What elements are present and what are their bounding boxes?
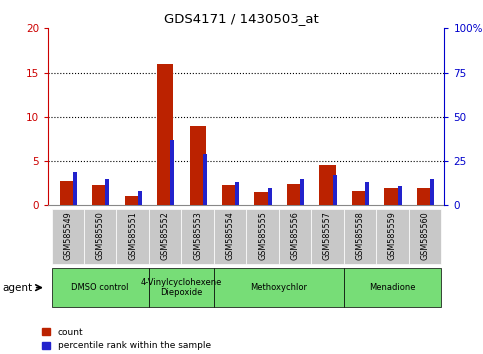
Bar	[409, 209, 441, 264]
Bar	[344, 268, 441, 307]
Bar	[214, 268, 344, 307]
Bar	[138, 191, 142, 205]
Bar	[52, 209, 84, 264]
Bar	[333, 175, 337, 205]
Bar	[84, 209, 116, 264]
Legend: count, percentile rank within the sample: count, percentile rank within the sample	[39, 324, 214, 354]
Bar	[214, 209, 246, 264]
Bar	[116, 209, 149, 264]
Bar	[149, 268, 214, 307]
Bar	[246, 209, 279, 264]
Bar	[255, 192, 270, 205]
Text: GSM585551: GSM585551	[128, 212, 137, 260]
Bar	[384, 188, 400, 205]
Text: GSM585557: GSM585557	[323, 212, 332, 261]
Bar	[170, 140, 174, 205]
Text: Methoxychlor: Methoxychlor	[250, 283, 307, 292]
Text: Menadione: Menadione	[369, 283, 416, 292]
Bar	[430, 179, 434, 205]
Text: GSM585555: GSM585555	[258, 212, 267, 261]
Bar	[287, 184, 303, 205]
Bar	[203, 154, 207, 205]
Bar	[60, 181, 76, 205]
Text: GSM585560: GSM585560	[420, 212, 429, 260]
Bar	[279, 209, 311, 264]
Bar	[52, 268, 149, 307]
Text: GSM585554: GSM585554	[226, 212, 235, 260]
Bar	[73, 172, 77, 205]
Bar	[268, 188, 271, 205]
Bar	[157, 64, 173, 205]
Bar	[125, 195, 141, 205]
Bar	[189, 126, 206, 205]
Text: agent: agent	[2, 282, 32, 293]
Bar	[222, 185, 238, 205]
Bar	[376, 209, 409, 264]
Text: GSM585550: GSM585550	[96, 212, 105, 260]
Bar	[365, 182, 369, 205]
Bar	[105, 179, 109, 205]
Bar	[319, 166, 336, 205]
Text: GSM585549: GSM585549	[63, 212, 72, 260]
Text: GSM585552: GSM585552	[161, 212, 170, 261]
Bar	[182, 209, 214, 264]
Bar	[417, 188, 433, 205]
Text: 4-Vinylcyclohexene
Diepoxide: 4-Vinylcyclohexene Diepoxide	[141, 278, 222, 297]
Text: GSM585556: GSM585556	[291, 212, 299, 260]
Bar	[235, 182, 239, 205]
Bar	[398, 186, 401, 205]
Bar	[311, 209, 344, 264]
Bar	[300, 179, 304, 205]
Text: GSM585553: GSM585553	[193, 212, 202, 260]
Text: DMSO control: DMSO control	[71, 283, 129, 292]
Bar	[92, 185, 108, 205]
Text: GSM585559: GSM585559	[388, 212, 397, 261]
Text: GSM585558: GSM585558	[355, 212, 365, 260]
Bar	[149, 209, 182, 264]
Bar	[344, 209, 376, 264]
Bar	[352, 191, 368, 205]
Text: GDS4171 / 1430503_at: GDS4171 / 1430503_at	[164, 12, 319, 25]
